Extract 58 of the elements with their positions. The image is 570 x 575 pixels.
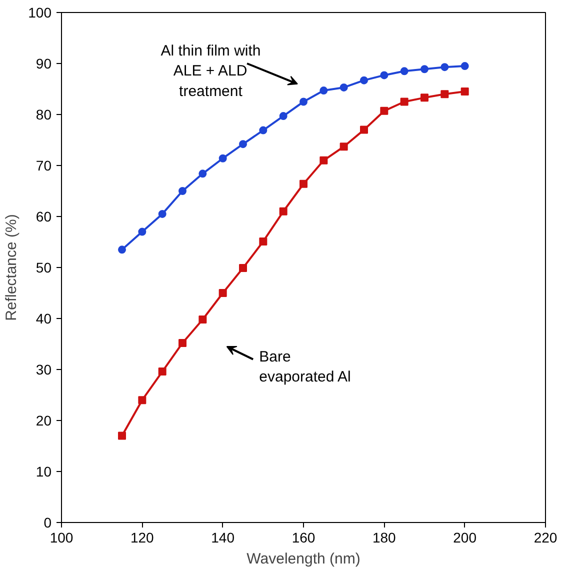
annotation: Al thin film with ALE + ALD treatment xyxy=(160,42,261,100)
x-tick-label: 220 xyxy=(534,530,558,546)
y-tick-label: 90 xyxy=(36,56,52,72)
point xyxy=(198,316,207,324)
point xyxy=(218,154,227,162)
point xyxy=(138,228,146,236)
x-tick-label: 120 xyxy=(130,530,154,546)
point xyxy=(420,65,428,74)
point xyxy=(400,67,408,76)
y-tick-label: 40 xyxy=(36,310,52,326)
point xyxy=(420,94,428,102)
point xyxy=(198,170,207,178)
point xyxy=(118,432,126,440)
point xyxy=(279,207,288,216)
y-tick-label: 30 xyxy=(36,362,52,378)
point xyxy=(400,98,408,106)
point xyxy=(340,83,348,92)
point xyxy=(440,63,449,72)
y-axis-title: Reflectance (%) xyxy=(3,214,20,321)
point xyxy=(460,88,469,96)
y-tick-label: 0 xyxy=(44,514,52,530)
x-axis-title: Wavelength (nm) xyxy=(246,550,360,568)
point xyxy=(320,86,328,95)
x-tick-label: 200 xyxy=(453,530,477,546)
point xyxy=(279,112,288,120)
point xyxy=(320,156,328,164)
point xyxy=(300,180,308,188)
point xyxy=(259,237,268,246)
point xyxy=(360,76,368,84)
y-tick-label: 10 xyxy=(36,464,52,480)
point xyxy=(178,338,186,347)
annotation: Bare evaporated Al xyxy=(259,348,351,386)
point xyxy=(440,90,449,98)
point xyxy=(360,126,368,134)
point xyxy=(380,71,388,80)
y-tick-label: 50 xyxy=(36,260,52,276)
y-tick-label: 60 xyxy=(36,208,52,224)
x-tick-label: 100 xyxy=(50,530,74,546)
point xyxy=(460,62,469,70)
y-tick-label: 20 xyxy=(36,412,52,428)
point xyxy=(158,210,166,218)
point xyxy=(158,368,166,376)
x-tick-label: 140 xyxy=(211,530,235,546)
point xyxy=(239,140,247,148)
point xyxy=(118,246,126,254)
point xyxy=(218,289,227,297)
y-tick-label: 70 xyxy=(36,158,52,174)
x-tick-label: 160 xyxy=(292,530,316,546)
point xyxy=(259,126,268,134)
y-tick-label: 100 xyxy=(28,4,52,20)
y-tick-label: 80 xyxy=(36,106,52,122)
point xyxy=(340,142,348,151)
x-tick-label: 180 xyxy=(372,530,396,546)
point xyxy=(239,264,247,272)
point xyxy=(300,98,308,106)
point xyxy=(380,106,388,115)
point xyxy=(178,187,186,195)
point xyxy=(138,396,146,404)
